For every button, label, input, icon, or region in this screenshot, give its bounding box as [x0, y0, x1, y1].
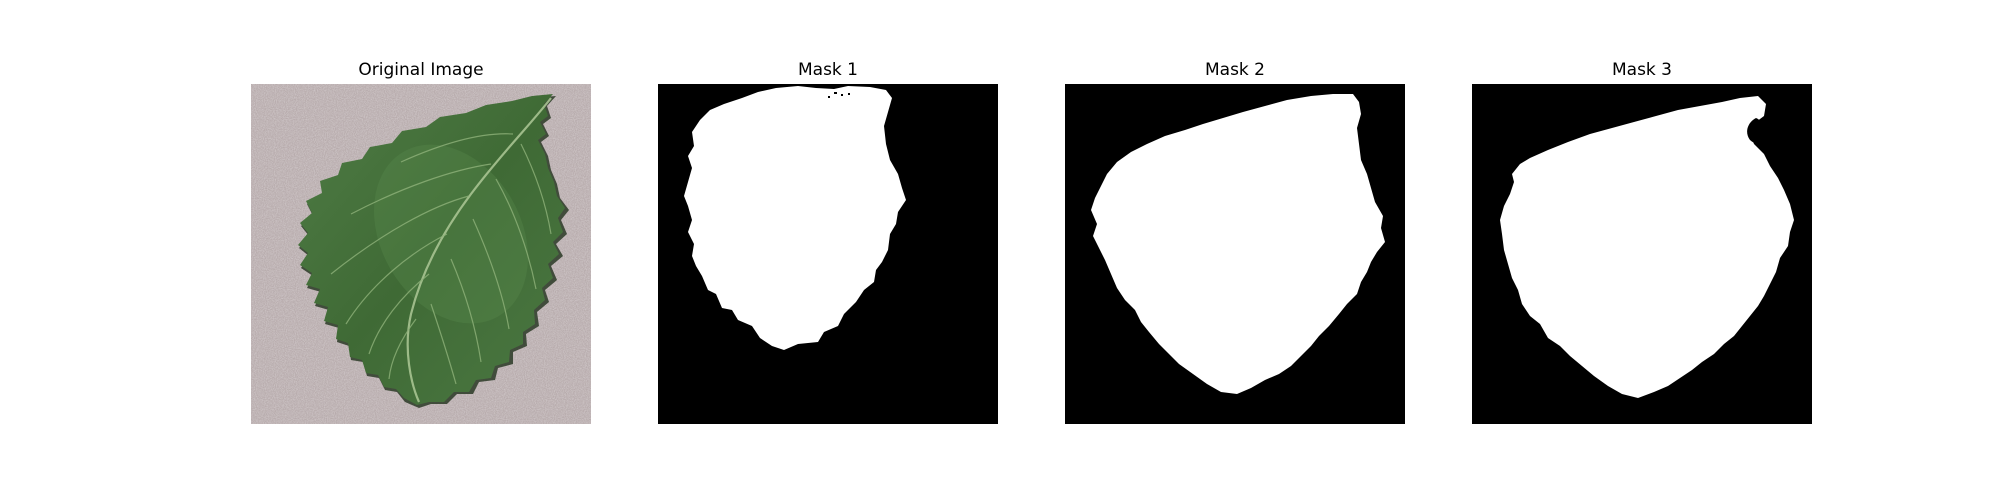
mask-foreground	[684, 86, 906, 350]
panel-title: Mask 1	[797, 60, 858, 80]
panel-title: Mask 2	[1204, 60, 1265, 80]
mask-1-image	[658, 84, 998, 424]
leaf-highlight	[373, 144, 529, 324]
original-image	[251, 84, 591, 424]
mask-foreground	[1500, 96, 1794, 398]
mask-hole	[1758, 134, 1762, 138]
mask-2-image	[1065, 84, 1405, 424]
leaf-side-veins	[330, 133, 552, 385]
panel-title: Original Image	[358, 60, 484, 80]
leaf-body	[298, 94, 565, 405]
mask-foreground	[1091, 94, 1385, 394]
panel-title: Mask 3	[1611, 60, 1672, 80]
mask-3-image	[1472, 84, 1812, 424]
leaf-midrib	[406, 97, 552, 403]
mask-noise	[828, 92, 850, 98]
